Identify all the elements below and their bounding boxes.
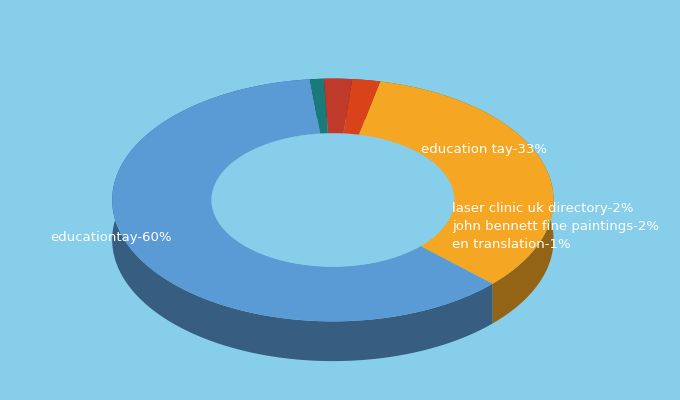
Polygon shape bbox=[112, 79, 493, 321]
Polygon shape bbox=[380, 82, 554, 324]
Polygon shape bbox=[359, 135, 454, 286]
Polygon shape bbox=[328, 133, 343, 173]
Polygon shape bbox=[112, 79, 493, 361]
Text: john bennett fine paintings-2%: john bennett fine paintings-2% bbox=[452, 220, 659, 233]
Text: educationtay-60%: educationtay-60% bbox=[50, 231, 172, 244]
Polygon shape bbox=[359, 82, 554, 284]
Polygon shape bbox=[320, 133, 328, 173]
Polygon shape bbox=[310, 79, 328, 134]
Polygon shape bbox=[310, 79, 324, 119]
Text: laser clinic uk directory-2%: laser clinic uk directory-2% bbox=[452, 202, 634, 215]
Polygon shape bbox=[211, 133, 454, 267]
Polygon shape bbox=[211, 134, 421, 306]
Text: en translation-1%: en translation-1% bbox=[452, 238, 571, 251]
Polygon shape bbox=[324, 79, 352, 119]
Polygon shape bbox=[324, 79, 352, 134]
Polygon shape bbox=[343, 79, 380, 135]
Polygon shape bbox=[343, 134, 359, 174]
Polygon shape bbox=[352, 79, 380, 121]
Text: education tay-33%: education tay-33% bbox=[421, 143, 547, 156]
